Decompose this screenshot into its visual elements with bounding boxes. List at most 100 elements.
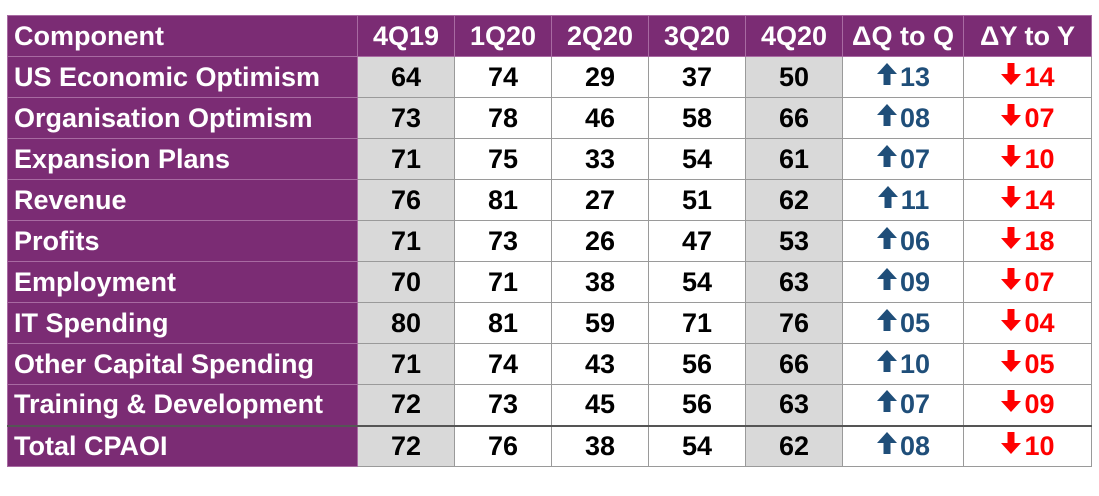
value-cell: 38: [551, 424, 649, 467]
column-header: ΔQ to Q: [842, 15, 964, 57]
column-header: 4Q20: [745, 15, 843, 57]
table-row: Expansion Plans 71 75 33 54 61 07 10: [7, 138, 1092, 180]
delta-y-value: 18: [1024, 225, 1055, 256]
component-label: Organisation Optimism: [7, 97, 358, 139]
value-cell: 53: [745, 220, 843, 262]
delta-y-value: 05: [1024, 348, 1055, 379]
value-cell: 51: [648, 179, 746, 221]
delta-y-cell: 18: [963, 220, 1092, 262]
value-cell: 50: [745, 56, 843, 98]
value-cell: 62: [745, 424, 843, 467]
value-cell: 64: [357, 56, 455, 98]
arrow-up-icon: [876, 62, 898, 93]
value-cell: 54: [648, 424, 746, 467]
table-row: Training & Development 72 73 45 56 63 07 09: [7, 384, 1092, 426]
delta-y-value: 14: [1024, 184, 1055, 215]
delta-q-value: 06: [899, 225, 931, 256]
delta-y-cell: 05: [963, 343, 1092, 385]
value-cell: 62: [745, 179, 843, 221]
arrow-up-icon: [876, 226, 898, 257]
arrow-up-icon: [876, 389, 898, 420]
delta-q-value: 11: [900, 184, 930, 215]
delta-y-cell: 07: [963, 261, 1092, 303]
arrow-up-icon: [876, 103, 898, 134]
delta-y-cell: 10: [963, 424, 1092, 467]
value-cell: 71: [648, 302, 746, 344]
column-header: 2Q20: [551, 15, 649, 57]
value-cell: 54: [648, 261, 746, 303]
value-cell: 72: [357, 384, 455, 426]
column-header: 4Q19: [357, 15, 455, 57]
value-cell: 26: [551, 220, 649, 262]
value-cell: 76: [357, 179, 455, 221]
value-cell: 29: [551, 56, 649, 98]
value-cell: 59: [551, 302, 649, 344]
component-label: Revenue: [7, 179, 358, 221]
value-cell: 75: [454, 138, 552, 180]
value-cell: 78: [454, 97, 552, 139]
delta-q-value: 07: [899, 143, 931, 174]
arrow-down-icon: [1000, 267, 1022, 298]
value-cell: 73: [454, 220, 552, 262]
value-cell: 74: [454, 343, 552, 385]
delta-y-value: 07: [1024, 266, 1055, 297]
value-cell: 43: [551, 343, 649, 385]
delta-q-value: 05: [899, 307, 931, 338]
arrow-down-icon: [1000, 389, 1022, 420]
value-cell: 33: [551, 138, 649, 180]
value-cell: 76: [454, 424, 552, 467]
value-cell: 73: [357, 97, 455, 139]
value-cell: 70: [357, 261, 455, 303]
delta-y-cell: 14: [963, 56, 1092, 98]
value-cell: 71: [357, 343, 455, 385]
delta-y-value: 14: [1024, 61, 1055, 92]
delta-y-cell: 14: [963, 179, 1092, 221]
delta-q-cell: 08: [842, 424, 964, 467]
delta-q-cell: 10: [842, 343, 964, 385]
cpaoi-component-table: Component 4Q19 1Q20 2Q20 3Q20 4Q20 ΔQ to…: [7, 15, 1092, 467]
value-cell: 71: [357, 138, 455, 180]
delta-q-value: 10: [899, 348, 931, 379]
delta-y-value: 07: [1024, 102, 1055, 133]
column-header: 1Q20: [454, 15, 552, 57]
arrow-down-icon: [1000, 226, 1022, 257]
delta-q-value: 08: [899, 430, 931, 461]
header-row: Component 4Q19 1Q20 2Q20 3Q20 4Q20 ΔQ to…: [7, 15, 1092, 57]
delta-q-cell: 07: [842, 138, 964, 180]
component-label: IT Spending: [7, 302, 358, 344]
table-row: Other Capital Spending 71 74 43 56 66 10 05: [7, 343, 1092, 385]
arrow-down-icon: [1000, 431, 1022, 462]
component-label: Training & Development: [7, 384, 358, 426]
delta-y-cell: 07: [963, 97, 1092, 139]
table-row: Total CPAOI 72 76 38 54 62 08 10: [7, 424, 1092, 467]
delta-y-value: 04: [1024, 307, 1055, 338]
value-cell: 45: [551, 384, 649, 426]
value-cell: 73: [454, 384, 552, 426]
delta-y-cell: 09: [963, 384, 1092, 426]
table-row: Organisation Optimism 73 78 46 58 66 08 07: [7, 97, 1092, 139]
value-cell: 63: [745, 261, 843, 303]
table-row: Revenue 76 81 27 51 62 11 14: [7, 179, 1092, 221]
component-label: Expansion Plans: [7, 138, 358, 180]
delta-q-cell: 08: [842, 97, 964, 139]
value-cell: 61: [745, 138, 843, 180]
table-body: US Economic Optimism 64 74 29 37 50 13 14 Organi…: [7, 56, 1092, 467]
column-header: ΔY to Y: [963, 15, 1092, 57]
arrow-down-icon: [1000, 308, 1022, 339]
delta-q-cell: 09: [842, 261, 964, 303]
component-label: Employment: [7, 261, 358, 303]
arrow-down-icon: [1000, 185, 1022, 216]
value-cell: 56: [648, 343, 746, 385]
value-cell: 74: [454, 56, 552, 98]
delta-q-cell: 11: [842, 179, 964, 221]
component-label: Other Capital Spending: [7, 343, 358, 385]
arrow-up-icon: [876, 144, 898, 175]
delta-q-cell: 07: [842, 384, 964, 426]
value-cell: 54: [648, 138, 746, 180]
column-header: Component: [7, 15, 358, 57]
value-cell: 66: [745, 343, 843, 385]
delta-y-value: 10: [1024, 430, 1055, 461]
delta-q-value: 07: [899, 389, 931, 420]
value-cell: 56: [648, 384, 746, 426]
delta-y-value: 10: [1024, 143, 1055, 174]
